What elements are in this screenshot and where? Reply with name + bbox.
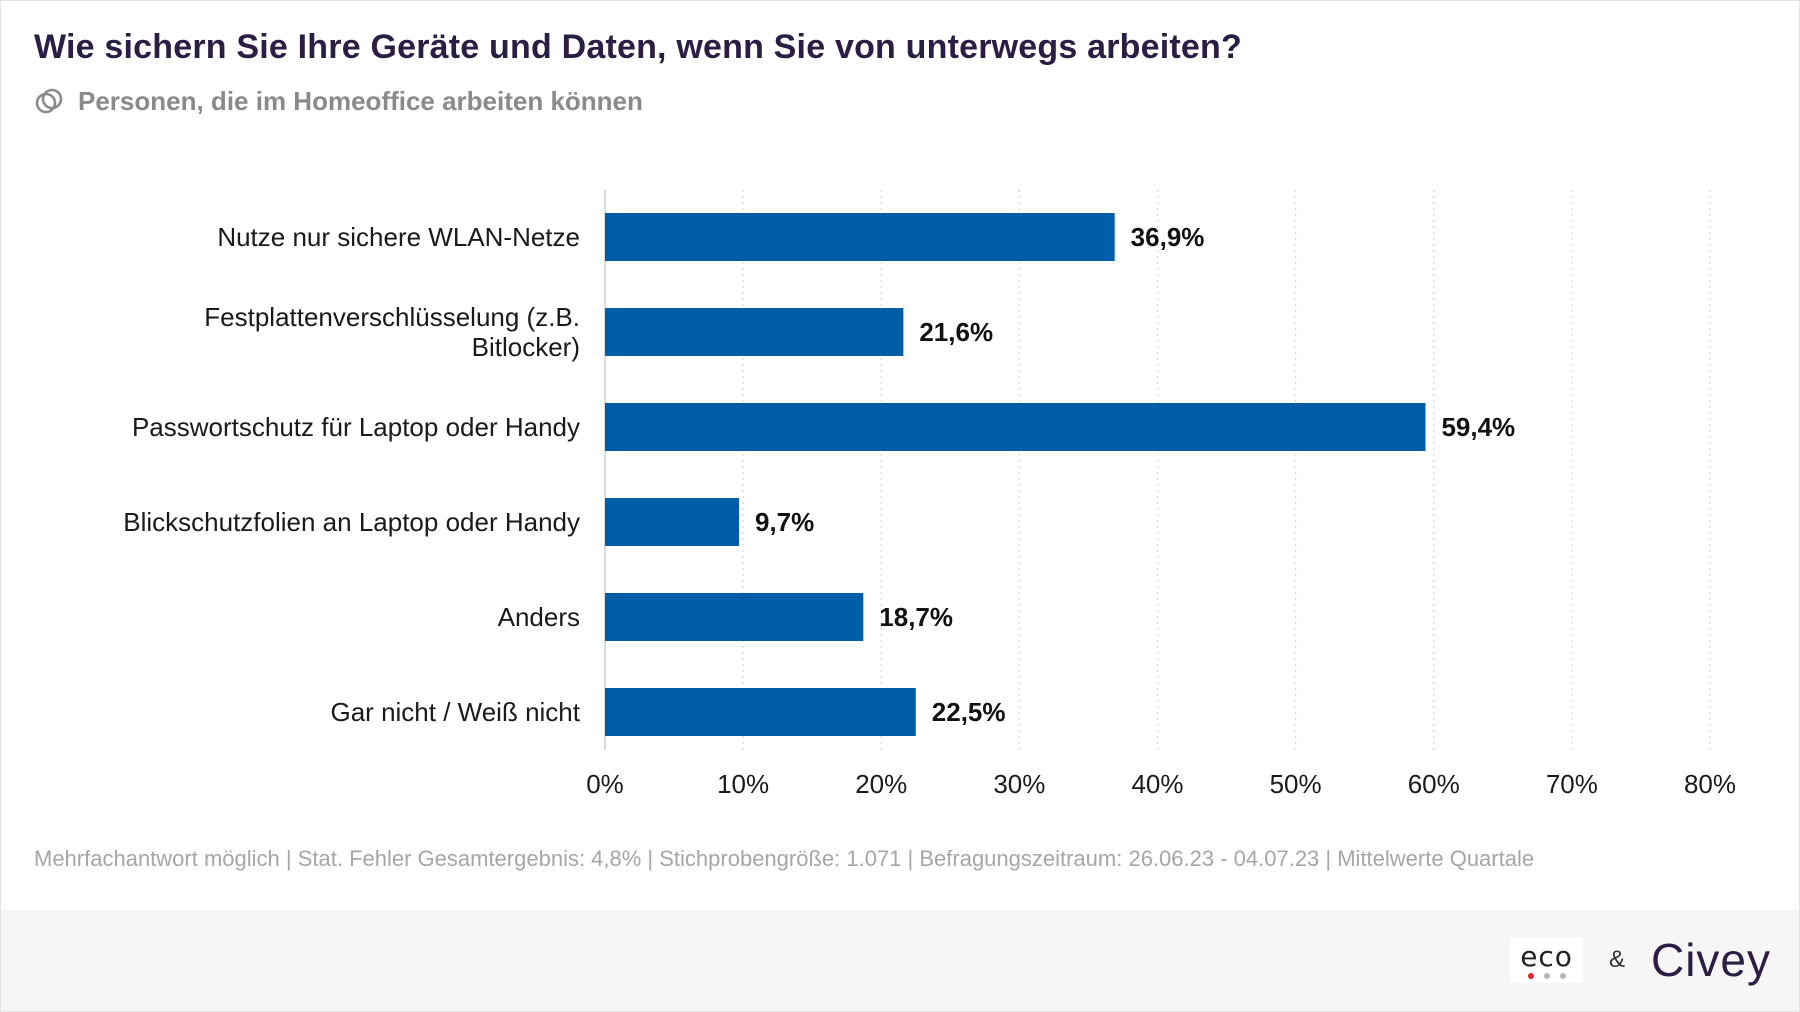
bars — [605, 213, 1426, 736]
eco-dot — [1527, 973, 1534, 979]
category-label-line: Festplattenverschlüsselung (z.B. — [204, 302, 580, 332]
chart-title: Wie sichern Sie Ihre Geräte und Daten, w… — [34, 28, 1242, 66]
bar — [605, 213, 1115, 261]
chart-subtitle: Personen, die im Homeoffice arbeiten kön… — [78, 85, 643, 116]
footnote: Mehrfachantwort möglich | Stat. Fehler G… — [34, 846, 1535, 871]
eco-logo-dots — [1527, 973, 1566, 979]
category-label: Anders — [498, 602, 580, 632]
x-tick-label: 60% — [1408, 769, 1460, 799]
category-label-line: Blickschutzfolien an Laptop oder Handy — [123, 507, 580, 537]
bar — [605, 498, 739, 546]
category-label: Blickschutzfolien an Laptop oder Handy — [123, 507, 580, 537]
brand-row: eco & Civey — [1510, 932, 1771, 988]
x-tick-label: 0% — [586, 769, 624, 799]
bar — [605, 688, 916, 736]
category-labels: Nutze nur sichere WLAN-Netze Festplattenv… — [123, 222, 580, 727]
x-tick-label: 10% — [717, 769, 769, 799]
eco-logo: eco — [1510, 937, 1583, 983]
ampersand: & — [1608, 946, 1625, 973]
eco-logo-text: eco — [1520, 940, 1573, 973]
bar-value-label: 18,7% — [879, 602, 953, 632]
bar-value-label: 9,7% — [755, 507, 814, 537]
x-tick-label: 20% — [855, 769, 907, 799]
x-axis-ticks: 0% 10% 20% 30% 40% 50% 60% 70% 80% — [586, 769, 1736, 799]
category-label-line: Bitlocker) — [472, 332, 580, 362]
bar-value-label: 21,6% — [919, 317, 993, 347]
category-label: Passwortschutz für Laptop oder Handy — [132, 412, 580, 442]
gridlines — [604, 190, 1711, 750]
x-tick-label: 30% — [993, 769, 1045, 799]
bar-value-label: 22,5% — [932, 697, 1006, 727]
x-tick-label: 80% — [1684, 769, 1736, 799]
eco-dot — [1559, 973, 1566, 979]
subtitle-row: Personen, die im Homeoffice arbeiten kön… — [34, 84, 643, 118]
bar-value-label: 59,4% — [1441, 412, 1515, 442]
eco-dot — [1543, 973, 1550, 979]
x-tick-label: 70% — [1546, 769, 1598, 799]
category-label: Gar nicht / Weiß nicht — [331, 697, 581, 727]
x-tick-label: 50% — [1270, 769, 1322, 799]
bar-value-label: 36,9% — [1131, 222, 1205, 252]
category-label-line: Gar nicht / Weiß nicht — [331, 697, 581, 727]
x-tick-label: 40% — [1131, 769, 1183, 799]
category-label-line: Passwortschutz für Laptop oder Handy — [132, 412, 580, 442]
bar — [605, 593, 864, 641]
category-label: Festplattenverschlüsselung (z.B. Bitlocke… — [204, 302, 580, 362]
civey-logo: Civey — [1650, 934, 1771, 986]
category-label: Nutze nur sichere WLAN-Netze — [217, 222, 580, 252]
category-label-line: Anders — [498, 602, 580, 632]
category-label-line: Nutze nur sichere WLAN-Netze — [217, 222, 580, 252]
bar — [605, 403, 1426, 451]
footer: eco & Civey — [1, 910, 1799, 1011]
bar-chart: Nutze nur sichere WLAN-Netze Festplattenv… — [123, 190, 1736, 799]
bar — [605, 308, 904, 356]
people-group-icon — [35, 88, 63, 114]
value-labels: 36,9% 21,6% 59,4% 9,7% 18,7% 22,5% — [755, 222, 1515, 727]
